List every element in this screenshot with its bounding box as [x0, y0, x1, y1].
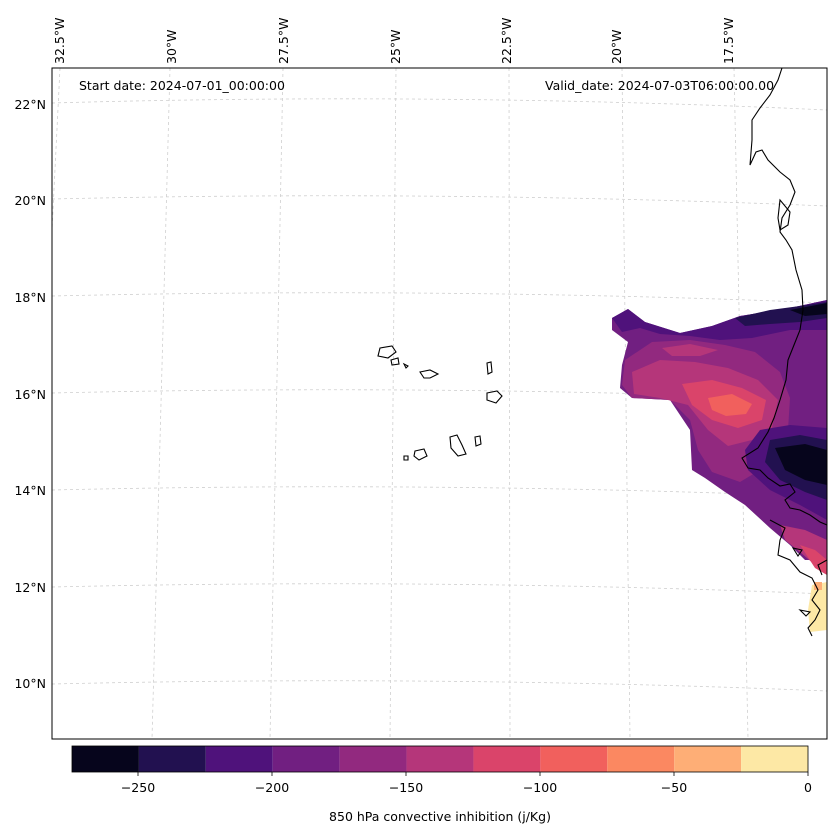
- coastlines: [741, 68, 827, 637]
- colorbar-swatch: [674, 746, 742, 772]
- colorbar-swatch: [406, 746, 474, 772]
- colorbar-swatch: [138, 746, 206, 772]
- santiago: [449, 434, 467, 457]
- colorbar-tick-marks: [137, 772, 809, 776]
- lat-label: 10°N: [14, 676, 46, 691]
- santa-luzia: [402, 362, 409, 369]
- colorbar-title: 850 hPa convective inhibition (j/Kg): [329, 809, 551, 824]
- fogo: [413, 448, 428, 461]
- colorbar-tick-label: −50: [660, 780, 688, 795]
- colorbar-tick-label: −200: [254, 780, 290, 795]
- africa-coastline: [741, 68, 827, 526]
- lat-label: 12°N: [14, 580, 46, 595]
- colorbar-swatch: [205, 746, 273, 772]
- lat-label: 14°N: [14, 483, 46, 498]
- cape-verde-islands: [377, 345, 503, 461]
- cin-band-small: [662, 344, 718, 356]
- lon-label: 32.5°W: [52, 17, 67, 64]
- colorbar-swatch: [473, 746, 541, 772]
- colorbar-swatch: [72, 746, 139, 772]
- colorbar-tick-label: −150: [388, 780, 424, 795]
- lat-label: 16°N: [14, 387, 46, 402]
- colorbar-tick-label: 0: [804, 780, 812, 795]
- colorbar-frame: [71, 745, 809, 773]
- lon-label: 25°W: [388, 29, 403, 64]
- map-frame: [51, 67, 828, 740]
- lon-label: 30°W: [164, 29, 179, 64]
- santo-antao: [377, 345, 397, 359]
- maio: [474, 435, 482, 447]
- cin-band-core: [708, 394, 752, 416]
- colorbar-swatch: [607, 746, 675, 772]
- brava: [403, 455, 409, 461]
- colorbar-tick-label: −250: [120, 780, 156, 795]
- lat-label: 20°N: [14, 193, 46, 208]
- sao-vicente: [390, 357, 400, 366]
- cin-band-coast-south2: [800, 545, 827, 575]
- lon-label: 27.5°W: [276, 17, 291, 64]
- cin-band-light-edge: [814, 582, 822, 590]
- lat-label: 22°N: [14, 97, 46, 112]
- cin-field: [612, 300, 827, 632]
- valid-date-label: Valid_date: 2024-07-03T06:00:00.00: [545, 78, 775, 93]
- colorbar-swatch: [339, 746, 407, 772]
- lat-label: 18°N: [14, 290, 46, 305]
- graticule: [52, 68, 827, 739]
- sal: [486, 361, 493, 375]
- sao-nicolau: [419, 369, 440, 379]
- cin-band-deep-north: [612, 300, 827, 340]
- lon-label: 20°W: [609, 29, 624, 64]
- colorbar-swatch: [540, 746, 608, 772]
- boa-vista: [486, 390, 503, 404]
- cin-band-black-south: [775, 444, 827, 485]
- lon-label: 17.5°W: [721, 17, 736, 64]
- colorbar: [72, 746, 808, 772]
- colorbar-tick-label: −100: [522, 780, 558, 795]
- cin-band-black-north: [790, 303, 827, 316]
- start-date-label: Start date: 2024-07-01_00:00:00: [79, 78, 285, 93]
- colorbar-swatch: [741, 746, 808, 772]
- colorbar-swatch: [272, 746, 340, 772]
- lon-label: 22.5°W: [499, 17, 514, 64]
